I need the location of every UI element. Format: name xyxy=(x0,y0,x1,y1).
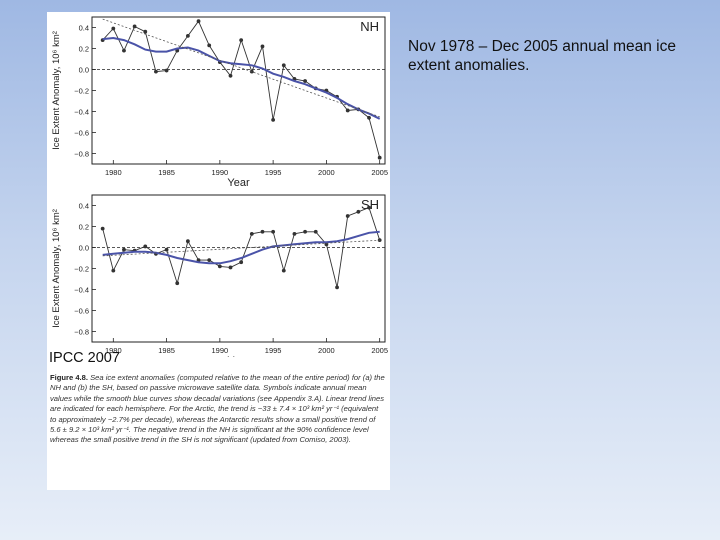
annual-mean-point xyxy=(292,231,297,236)
y-tick-label: 0.2 xyxy=(79,223,89,232)
annual-mean-point xyxy=(377,155,382,160)
annual-mean-point xyxy=(303,79,307,83)
annual-mean-point xyxy=(143,29,148,34)
annual-mean-point xyxy=(207,258,212,262)
ice-extent-charts: 0.4 0.2 0.0 −0.2 −0.4 −0.6 −0.8 1980 1985 1990 199… xyxy=(51,16,388,357)
y-tick-label: 0.2 xyxy=(79,45,89,54)
annual-mean-point xyxy=(175,281,180,286)
annual-mean-point xyxy=(132,24,137,29)
y-tick-label: −0.6 xyxy=(74,307,89,316)
annual-mean-point xyxy=(281,268,286,273)
annual-mean-point xyxy=(111,26,116,31)
annual-mean-point xyxy=(239,38,244,42)
annual-mean-point xyxy=(271,118,276,122)
annual-mean-point xyxy=(164,247,169,252)
panel-label: SH xyxy=(361,197,379,212)
annual-mean-point xyxy=(100,226,105,231)
y-axis-title: Ice Extent Anomaly, 10⁶ km² xyxy=(51,31,62,150)
annual-mean-point xyxy=(143,244,148,249)
x-axis-title: Year xyxy=(227,355,250,357)
annual-mean-point xyxy=(185,239,190,244)
annual-mean-point xyxy=(154,69,158,74)
annual-mean-point xyxy=(367,115,371,120)
figure-caption-text: Sea ice extent anomalies (computed relat… xyxy=(50,373,385,445)
decadal-smooth-line xyxy=(102,230,380,265)
annual-mean-point xyxy=(345,214,350,218)
x-axis-title: Year xyxy=(227,177,250,189)
annual-mean-point xyxy=(196,19,201,24)
annual-mean-point xyxy=(122,247,126,252)
y-tick-label: 0.4 xyxy=(79,202,89,211)
source-label: IPCC 2007 xyxy=(49,350,120,366)
annual-mean-point xyxy=(335,285,339,290)
y-tick-label: −0.8 xyxy=(74,328,89,337)
figure-caption-label: Figure 4.8. xyxy=(50,373,88,382)
annual-mean-point xyxy=(271,229,276,234)
x-tick-label: 2000 xyxy=(318,346,335,355)
plot-frame-1 xyxy=(91,194,386,343)
annual-mean-point xyxy=(249,231,254,236)
x-tick-label: 1985 xyxy=(158,346,175,355)
x-tick-label: 1990 xyxy=(212,168,229,177)
x-tick-label: 2005 xyxy=(371,168,388,177)
x-tick-label: 2000 xyxy=(318,168,335,177)
annual-mean-point xyxy=(303,229,307,234)
annual-mean-point xyxy=(111,268,116,273)
annual-mean-point xyxy=(228,265,233,270)
annual-mean-point xyxy=(356,209,361,214)
annual-mean-point xyxy=(260,229,265,234)
ipcc-figure: 0.4 0.2 0.0 −0.2 −0.4 −0.6 −0.8 1980 1985 1990 199… xyxy=(47,12,390,490)
annual-mean-point xyxy=(249,69,254,74)
annual-mean-point xyxy=(217,264,222,269)
y-tick-label: 0.0 xyxy=(79,66,89,75)
plot-frame-0 xyxy=(91,16,386,165)
annual-mean-point xyxy=(239,260,244,265)
y-tick-label: −0.2 xyxy=(74,87,89,96)
annual-mean-point xyxy=(260,44,265,49)
panel-label: NH xyxy=(360,19,379,34)
x-tick-label: 1980 xyxy=(105,346,122,355)
annual-mean-point xyxy=(281,63,286,68)
y-tick-label: −0.4 xyxy=(74,108,89,117)
y-tick-label: −0.8 xyxy=(74,150,89,159)
annual-mean-point xyxy=(122,48,126,53)
annual-mean-point xyxy=(164,68,169,73)
x-tick-label: 1985 xyxy=(158,168,175,177)
x-tick-label: 1990 xyxy=(212,346,229,355)
decadal-smooth-line xyxy=(102,36,381,120)
annual-mean-point xyxy=(367,205,371,210)
figure-caption: Figure 4.8. Sea ice extent anomalies (co… xyxy=(50,373,386,446)
x-tick-label: 1980 xyxy=(105,168,122,177)
x-tick-label: 1995 xyxy=(265,346,282,355)
annual-mean-point xyxy=(313,229,318,234)
annual-mean-point xyxy=(185,34,190,38)
y-axis-title: Ice Extent Anomaly, 10⁶ km² xyxy=(51,209,62,328)
y-tick-label: −0.4 xyxy=(74,286,89,295)
x-tick-label: 2005 xyxy=(371,346,388,355)
slide-caption: Nov 1978 – Dec 2005 annual mean ice exte… xyxy=(408,38,676,74)
annual-mean-point xyxy=(207,43,212,48)
annual-mean-point xyxy=(228,73,233,78)
y-tick-label: 0.4 xyxy=(79,24,89,33)
y-tick-label: 0.0 xyxy=(79,244,89,253)
y-tick-label: −0.2 xyxy=(74,265,89,274)
x-tick-label: 1995 xyxy=(265,168,282,177)
y-tick-label: −0.6 xyxy=(74,129,89,138)
annual-mean-point xyxy=(345,108,350,113)
trend-line xyxy=(102,18,380,118)
